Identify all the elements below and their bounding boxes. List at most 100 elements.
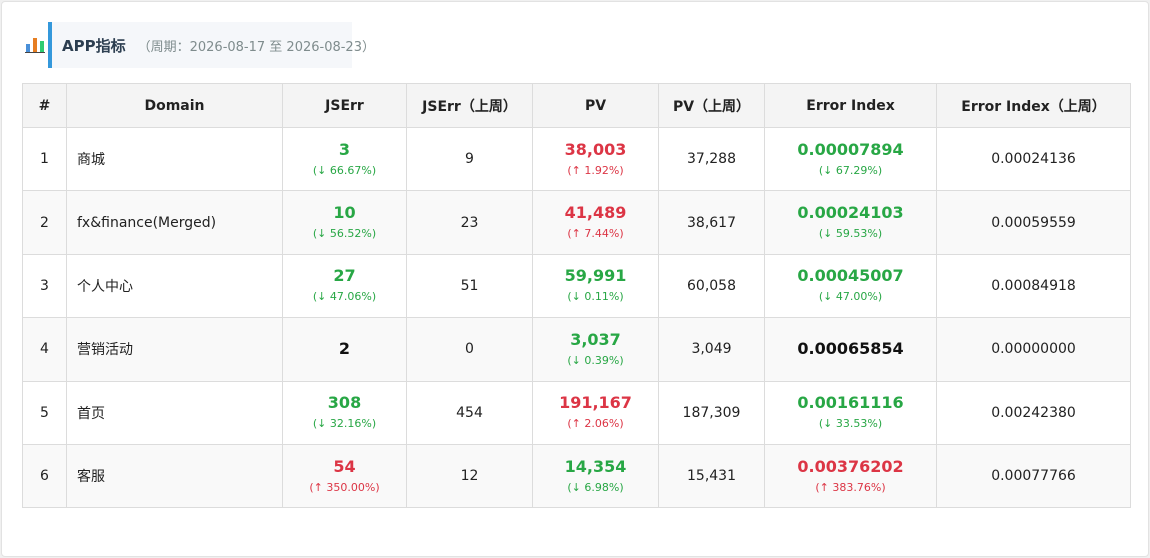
pv-prev-cell: 37,288: [658, 126, 765, 192]
jserr-cell: 308 (↓ 32.16%): [282, 380, 407, 445]
jserr-value: 2: [338, 339, 351, 359]
jserr-prev-cell: 12: [406, 443, 533, 509]
chart-icon: [22, 32, 48, 58]
error-index-cell: 0.00376202 (↑ 383.76%): [764, 443, 937, 509]
domain-cell: 营销活动: [66, 317, 283, 382]
row-index: 1: [22, 126, 67, 192]
error-index-value: 0.00065854: [797, 339, 904, 359]
column-header: PV（上周）: [658, 83, 765, 128]
error-index-prev-cell: 0.00084918: [936, 253, 1131, 319]
jserr-prev-cell: 454: [406, 380, 533, 445]
jserr-change: (↓ 47.06%): [312, 290, 377, 304]
pv-change: (↓ 0.11%): [567, 290, 624, 304]
row-index: 4: [22, 317, 67, 382]
jserr-prev-cell: 9: [406, 126, 533, 192]
column-header: PV: [532, 83, 659, 128]
error-index-value: 0.00376202: [797, 456, 904, 476]
jserr-cell: 10 (↓ 56.52%): [282, 190, 407, 255]
jserr-change: (↓ 66.67%): [312, 163, 377, 177]
pv-value: 191,167: [559, 393, 632, 413]
pv-change: (↑ 2.06%): [567, 417, 624, 431]
title-box: APP指标 （周期：2026-08-17 至 2026-08-23）: [48, 22, 375, 68]
row-index: 2: [22, 190, 67, 255]
jserr-value: 3: [338, 139, 351, 159]
table-row: 1 商城 3 (↓ 66.67%) 9 38,003 (↑ 1.92%) 37,…: [22, 126, 1131, 192]
error-index-change: (↓ 67.29%): [818, 163, 883, 177]
pv-change: (↓ 0.39%): [567, 353, 624, 367]
domain-cell: 商城: [66, 126, 283, 192]
error-index-value: 0.00024103: [797, 203, 904, 223]
jserr-prev-cell: 51: [406, 253, 533, 319]
column-header: Domain: [66, 83, 283, 128]
domain-cell: 客服: [66, 443, 283, 509]
pv-value: 41,489: [564, 203, 627, 223]
error-index-value: 0.00045007: [797, 266, 904, 286]
pv-value: 38,003: [564, 139, 627, 159]
error-index-prev-cell: 0.00242380: [936, 380, 1131, 445]
pv-value: 59,991: [564, 266, 627, 286]
pv-value: 14,354: [564, 456, 627, 476]
table-row: 2 fx&finance(Merged) 10 (↓ 56.52%) 23 41…: [22, 190, 1131, 255]
column-header: Error Index（上周）: [936, 83, 1131, 128]
pv-prev-cell: 3,049: [658, 317, 765, 382]
error-index-value: 0.00007894: [797, 139, 904, 159]
error-index-prev-cell: 0.00024136: [936, 126, 1131, 192]
error-index-prev-cell: 0.00000000: [936, 317, 1131, 382]
report-header: APP指标 （周期：2026-08-17 至 2026-08-23）: [22, 22, 375, 68]
jserr-cell: 3 (↓ 66.67%): [282, 126, 407, 192]
domain-cell: 首页: [66, 380, 283, 445]
pv-cell: 38,003 (↑ 1.92%): [532, 126, 659, 192]
error-index-change: (↓ 47.00%): [818, 290, 883, 304]
jserr-value: 10: [333, 203, 356, 223]
table-row: 6 客服 54 (↑ 350.00%) 12 14,354 (↓ 6.98%) …: [22, 443, 1131, 509]
jserr-change: (↑ 350.00%): [309, 480, 380, 494]
error-index-cell: 0.00024103 (↓ 59.53%): [764, 190, 937, 255]
pv-cell: 191,167 (↑ 2.06%): [532, 380, 659, 445]
jserr-value: 308: [327, 393, 362, 413]
error-index-prev-cell: 0.00077766: [936, 443, 1131, 509]
jserr-prev-cell: 23: [406, 190, 533, 255]
row-index: 6: [22, 443, 67, 509]
error-index-cell: 0.00045007 (↓ 47.00%): [764, 253, 937, 319]
column-header: JSErr（上周）: [406, 83, 533, 128]
table-row: 5 首页 308 (↓ 32.16%) 454 191,167 (↑ 2.06%…: [22, 380, 1131, 445]
pv-prev-cell: 187,309: [658, 380, 765, 445]
pv-prev-cell: 38,617: [658, 190, 765, 255]
error-index-cell: 0.00161116 (↓ 33.53%): [764, 380, 937, 445]
pv-change: (↑ 1.92%): [567, 163, 624, 177]
pv-value: 3,037: [570, 329, 621, 349]
table-row: 4 营销活动 2 0 3,037 (↓ 0.39%) 3,049 0.00065…: [22, 317, 1131, 382]
jserr-cell: 2: [282, 317, 407, 382]
row-index: 3: [22, 253, 67, 319]
page-title: APP指标: [62, 36, 126, 55]
pv-cell: 41,489 (↑ 7.44%): [532, 190, 659, 255]
pv-change: (↓ 6.98%): [567, 480, 624, 494]
jserr-change: (↓ 32.16%): [312, 417, 377, 431]
error-index-change: (↑ 383.76%): [815, 480, 886, 494]
jserr-value: 27: [333, 266, 356, 286]
column-header: #: [22, 83, 67, 128]
error-index-prev-cell: 0.00059559: [936, 190, 1131, 255]
jserr-value: 54: [333, 456, 356, 476]
domain-cell: fx&finance(Merged): [66, 190, 283, 255]
pv-cell: 14,354 (↓ 6.98%): [532, 443, 659, 509]
error-index-cell: 0.00007894 (↓ 67.29%): [764, 126, 937, 192]
error-index-value: 0.00161116: [797, 393, 904, 413]
pv-prev-cell: 60,058: [658, 253, 765, 319]
pv-change: (↑ 7.44%): [567, 227, 624, 241]
table-row: 3 个人中心 27 (↓ 47.06%) 51 59,991 (↓ 0.11%)…: [22, 253, 1131, 319]
pv-prev-cell: 15,431: [658, 443, 765, 509]
period-label: （周期：2026-08-17 至 2026-08-23）: [137, 39, 375, 55]
metrics-table: # Domain JSErr JSErr（上周） PV PV（上周） Error…: [22, 83, 1131, 509]
error-index-change: (↓ 59.53%): [818, 227, 883, 241]
pv-cell: 59,991 (↓ 0.11%): [532, 253, 659, 319]
jserr-change: (↓ 56.52%): [312, 227, 377, 241]
jserr-cell: 27 (↓ 47.06%): [282, 253, 407, 319]
jserr-cell: 54 (↑ 350.00%): [282, 443, 407, 509]
error-index-cell: 0.00065854: [764, 317, 937, 382]
domain-cell: 个人中心: [66, 253, 283, 319]
pv-cell: 3,037 (↓ 0.39%): [532, 317, 659, 382]
row-index: 5: [22, 380, 67, 445]
column-header: JSErr: [282, 83, 407, 128]
